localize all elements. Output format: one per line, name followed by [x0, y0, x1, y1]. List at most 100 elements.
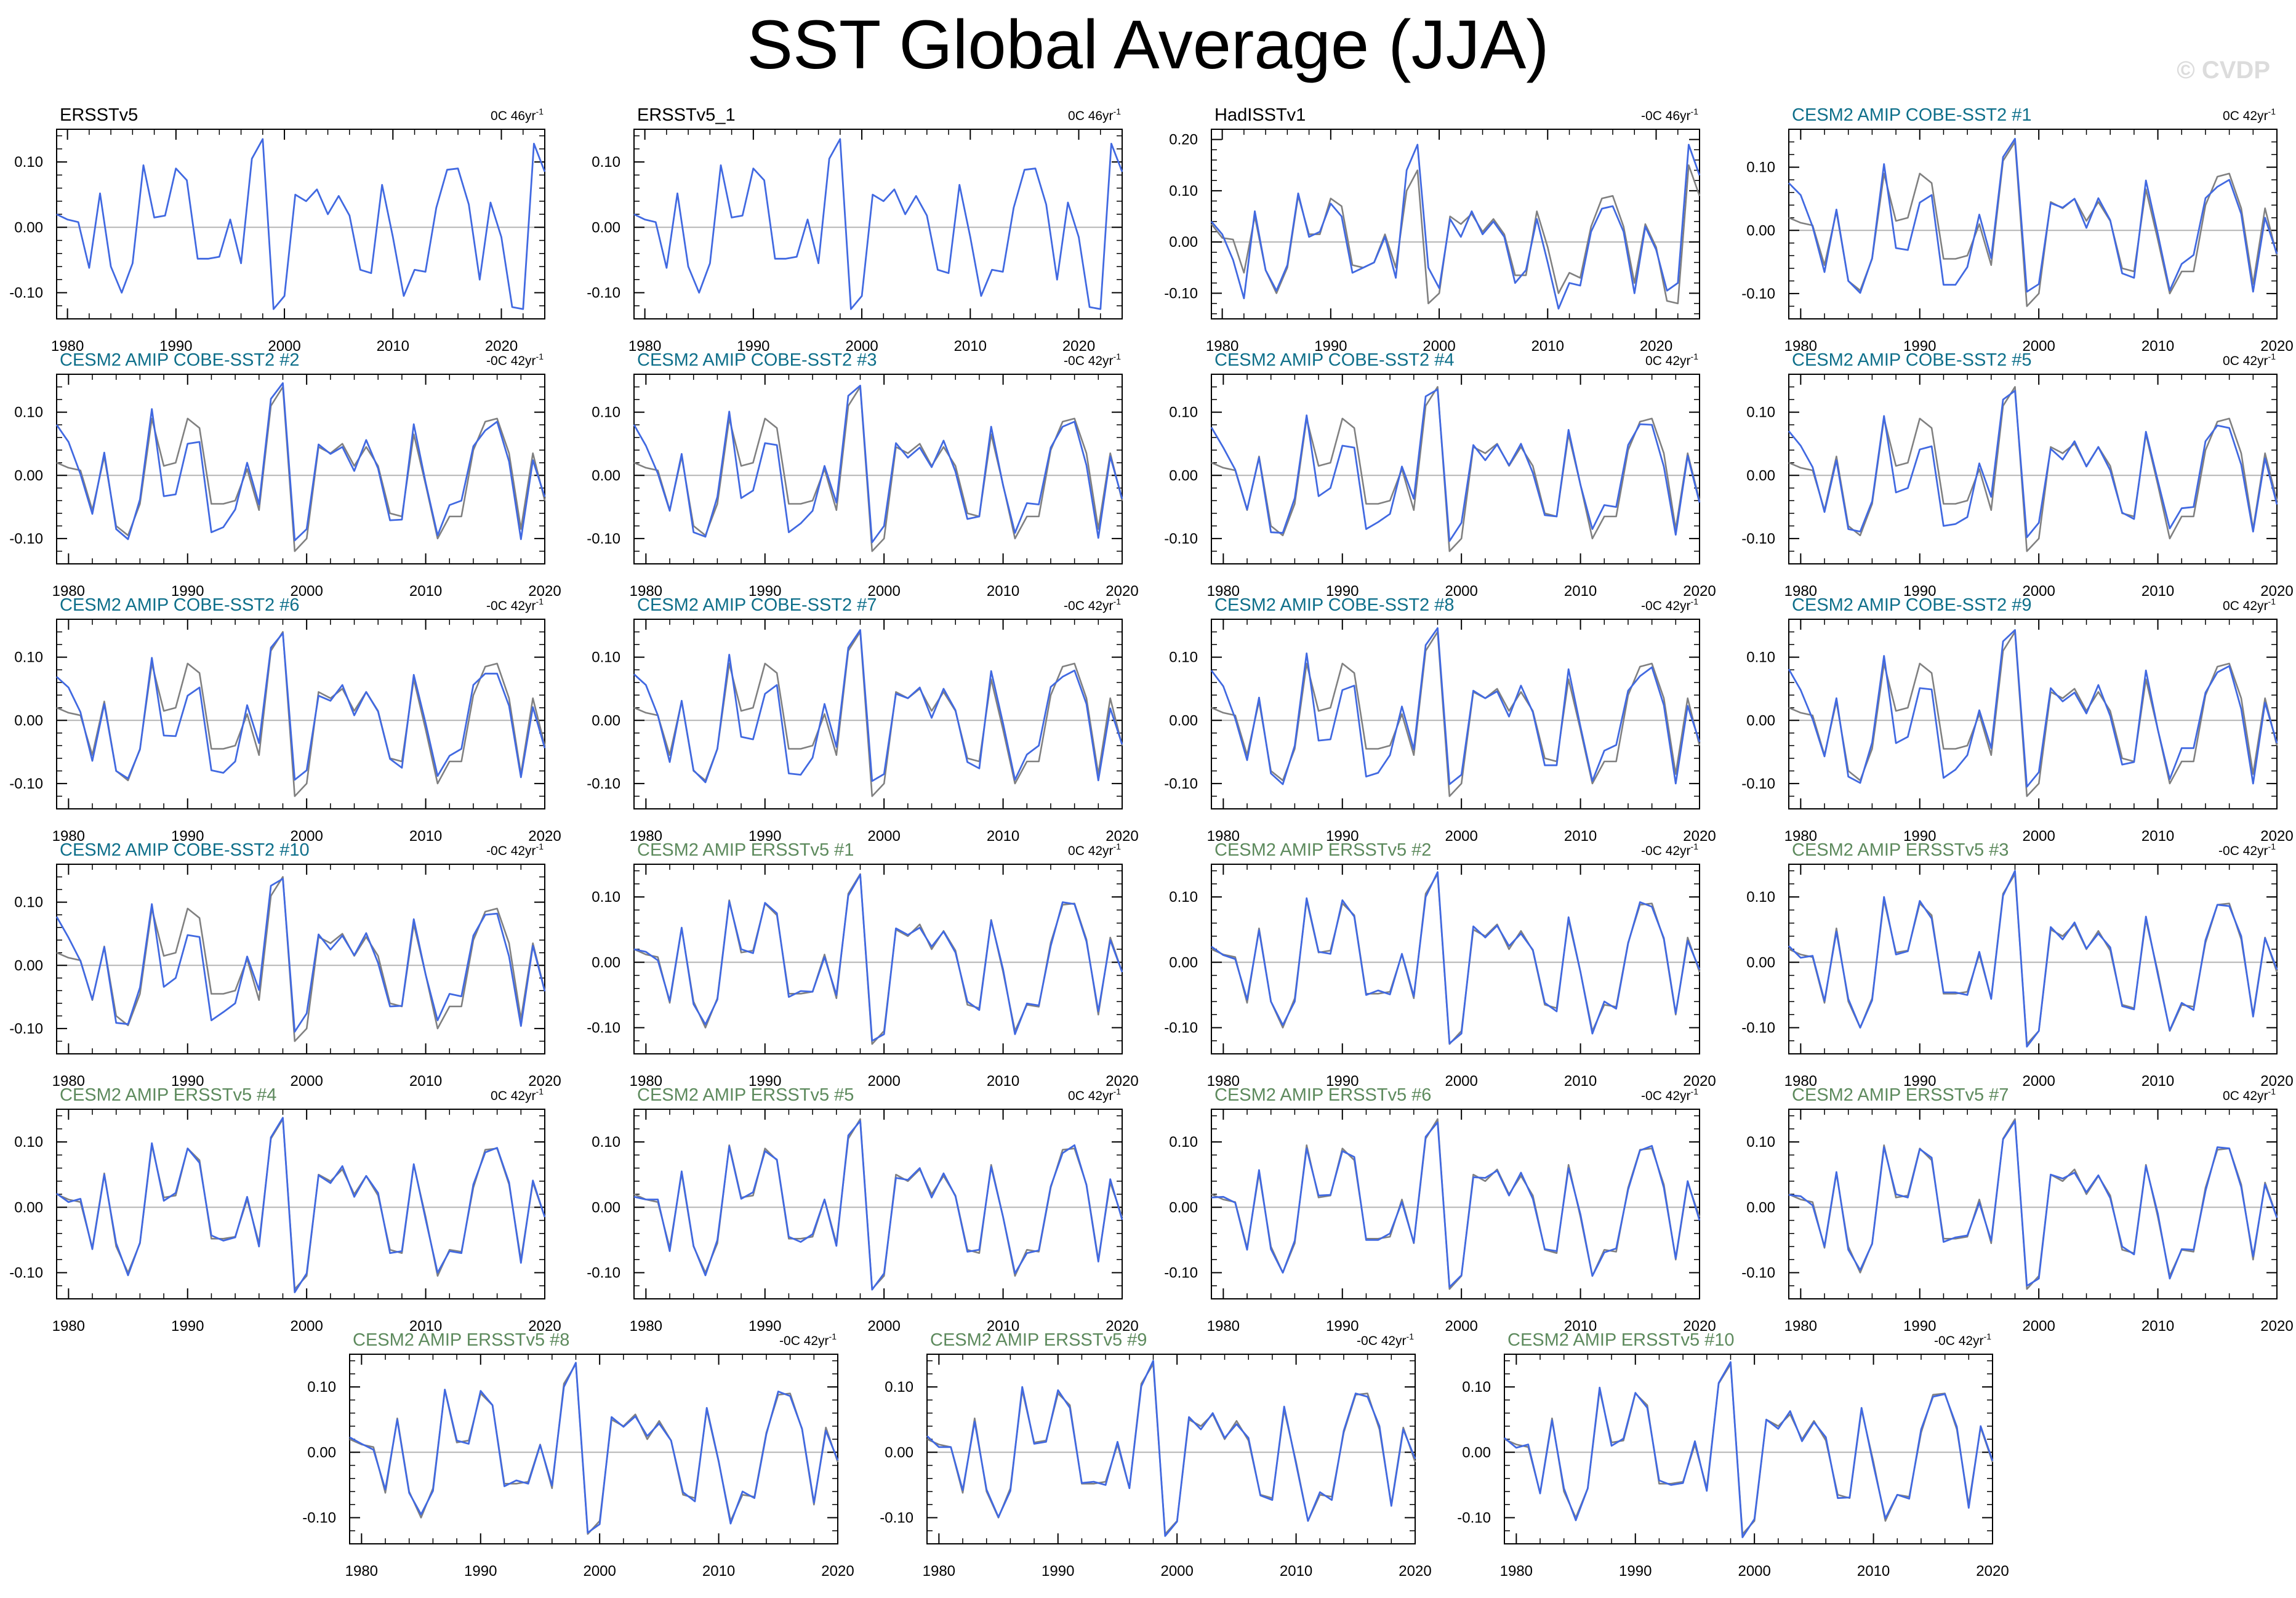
x-tick-label: 1980	[1500, 1563, 1533, 1580]
y-tick-label: 0.10	[885, 1379, 913, 1395]
x-tick-label: 2020	[2260, 583, 2293, 600]
x-tick-label: 1990	[1326, 828, 1359, 845]
panel-title: CESM2 AMIP ERSSTv5 #6	[1214, 1085, 1431, 1105]
reference-series-line	[1788, 386, 2278, 552]
trend-label: -0C 42yr-1	[1934, 1331, 1991, 1348]
panel-title: HadISSTv1	[1214, 105, 1306, 125]
y-tick-label: 0.10	[14, 404, 43, 421]
plot-frame	[1788, 619, 2278, 809]
plot-frame	[1211, 864, 1700, 1054]
y-tick-label: 0.00	[1746, 954, 1775, 971]
x-tick-label: 1990	[749, 1073, 781, 1090]
panel-title: ERSSTv5	[60, 105, 138, 125]
y-tick-label: -0.10	[9, 531, 43, 547]
y-tick-label: -0.10	[587, 776, 620, 792]
x-tick-label: 1990	[171, 1318, 204, 1335]
x-tick-label: 2020	[528, 583, 561, 600]
x-tick-label: 1990	[171, 828, 204, 845]
plot-frame	[56, 619, 545, 809]
y-tick-label: 0.10	[1746, 1134, 1775, 1150]
plot-frame	[1211, 129, 1700, 319]
y-tick-label: 0.10	[592, 649, 620, 666]
x-tick-label: 1980	[1207, 1073, 1240, 1090]
panel-title: ERSSTv5_1	[637, 105, 736, 125]
reference-series-line	[56, 876, 546, 1042]
x-tick-label: 2000	[290, 1318, 323, 1335]
plot-frame	[1788, 864, 2278, 1054]
y-tick-label: 0.00	[1169, 467, 1198, 484]
plot-frame	[926, 1354, 1416, 1544]
series-line	[56, 1117, 546, 1293]
series-line	[1211, 871, 1701, 1045]
series-line	[55, 878, 546, 1033]
x-tick-label: 1990	[1903, 828, 1936, 845]
y-tick-label: 0.00	[592, 954, 620, 971]
x-tick-label: 2020	[1062, 338, 1095, 355]
x-tick-label: 2000	[1738, 1563, 1770, 1580]
panel-title: CESM2 AMIP COBE-SST2 #2	[60, 350, 300, 370]
y-tick-label: -0.10	[1741, 776, 1775, 792]
x-tick-label: 1990	[1314, 338, 1347, 355]
x-tick-label: 1980	[1207, 1318, 1240, 1335]
x-tick-label: 1990	[159, 338, 192, 355]
y-tick-label: 0.00	[1746, 222, 1775, 239]
trend-label: -0C 42yr-1	[486, 596, 544, 613]
x-tick-label: 2010	[2141, 828, 2174, 845]
plot-frame	[1504, 1354, 1993, 1544]
x-tick-label: 2020	[2260, 828, 2293, 845]
panel-title: CESM2 AMIP ERSSTv5 #8	[353, 1330, 569, 1350]
trend-label: 0C 42yr-1	[491, 1086, 544, 1103]
x-tick-label: 2010	[1564, 1318, 1597, 1335]
cvdp-watermark: © CVDP	[2177, 57, 2270, 84]
reference-series-line	[1211, 1118, 1701, 1290]
series-line	[56, 138, 546, 310]
trend-label: -0C 42yr-1	[486, 351, 544, 368]
y-tick-label: -0.10	[9, 1265, 43, 1282]
reference-series-line	[56, 1118, 546, 1290]
series-line	[1788, 137, 2278, 294]
y-tick-label: 0.10	[1746, 159, 1775, 176]
x-tick-label: 1980	[923, 1563, 955, 1580]
x-tick-label: 1990	[1326, 1318, 1359, 1335]
x-tick-label: 2010	[409, 828, 442, 845]
x-tick-label: 2000	[268, 338, 300, 355]
x-tick-label: 1990	[1326, 583, 1359, 600]
x-tick-label: 1990	[749, 828, 781, 845]
x-tick-label: 1990	[1903, 1318, 1936, 1335]
y-tick-label: 0.00	[1462, 1444, 1491, 1461]
y-tick-label: 0.00	[1169, 712, 1198, 729]
y-tick-label: -0.10	[1457, 1510, 1491, 1527]
x-tick-label: 2000	[1160, 1563, 1193, 1580]
x-tick-label: 2020	[1683, 828, 1716, 845]
x-tick-label: 1990	[171, 1073, 204, 1090]
reference-series-line	[1788, 631, 2278, 797]
x-tick-label: 2020	[1683, 1318, 1716, 1335]
series-line	[633, 873, 1123, 1042]
chart-panel: -0.10 0.00 0.10 1980 1990 2000 2010 2020 ERSSTv5…	[9, 105, 546, 355]
x-tick-label: 1990	[749, 583, 781, 600]
y-tick-label: 0.10	[1462, 1379, 1491, 1395]
plot-frame	[1788, 129, 2278, 319]
x-tick-label: 2000	[290, 1073, 323, 1090]
x-tick-label: 2000	[867, 828, 900, 845]
y-tick-label: 0.10	[1169, 889, 1198, 905]
reference-series-line	[349, 1363, 839, 1535]
x-tick-label: 1990	[171, 583, 204, 600]
plot-frame	[1788, 1109, 2278, 1299]
y-tick-label: -0.10	[1164, 285, 1198, 302]
x-tick-label: 1980	[52, 1318, 85, 1335]
panel-title: CESM2 AMIP ERSSTv5 #7	[1792, 1085, 2009, 1105]
x-tick-label: 1980	[1207, 828, 1240, 845]
panel-title: CESM2 AMIP ERSSTv5 #9	[930, 1330, 1147, 1350]
trend-label: 0C 42yr-1	[1068, 1086, 1121, 1103]
page-title: SST Global Average (JJA)	[747, 6, 1549, 83]
chart-panel: -0.10 0.00 0.10 1980 1990 2000 2010 2020 CESM2 A…	[880, 1330, 1431, 1580]
x-tick-label: 2010	[987, 828, 1019, 845]
y-tick-label: 0.10	[14, 649, 43, 666]
panel-title: CESM2 AMIP ERSSTv5 #4	[60, 1085, 276, 1105]
chart-panel: -0.10 0.00 0.10 1980 1990 2000 2010 2020 CESM2 A…	[587, 1085, 1138, 1335]
y-tick-label: 0.10	[14, 894, 43, 911]
series-line	[1210, 143, 1701, 310]
x-tick-label: 2020	[1106, 1318, 1138, 1335]
